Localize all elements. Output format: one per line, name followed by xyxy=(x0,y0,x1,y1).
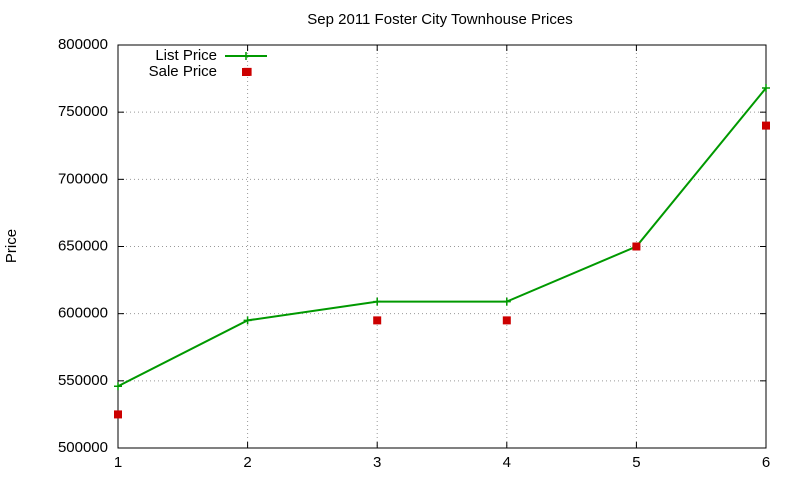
y-tick-label: 750000 xyxy=(58,103,108,120)
legend-marker xyxy=(242,52,250,60)
y-tick-label: 700000 xyxy=(58,170,108,187)
x-tick-label: 2 xyxy=(243,454,251,471)
y-tick-label: 800000 xyxy=(58,36,108,53)
y-axis-label: Price xyxy=(3,229,20,263)
point xyxy=(243,316,252,325)
x-tick-label: 6 xyxy=(762,454,770,471)
chart-title: Sep 2011 Foster City Townhouse Prices xyxy=(307,11,572,28)
point xyxy=(114,382,122,391)
legend-label: List Price xyxy=(155,47,217,64)
x-tick-label: 5 xyxy=(632,454,640,471)
legend-label: Sale Price xyxy=(149,63,217,80)
plot-border xyxy=(117,44,767,449)
y-tick-label: 500000 xyxy=(58,439,108,456)
point xyxy=(502,297,511,306)
x-tick-label: 4 xyxy=(503,454,511,471)
point xyxy=(762,121,770,130)
x-tick-label: 1 xyxy=(114,454,122,471)
y-tick-label: 600000 xyxy=(58,305,108,322)
point xyxy=(502,316,511,325)
series-line xyxy=(117,87,767,388)
point xyxy=(762,83,770,92)
y-tick-label: 550000 xyxy=(58,372,108,389)
legend-marker xyxy=(242,68,250,76)
point xyxy=(373,297,382,306)
point xyxy=(114,410,122,419)
y-tick-label: 650000 xyxy=(58,237,108,254)
x-tick-label: 3 xyxy=(373,454,381,471)
point xyxy=(632,242,641,251)
point xyxy=(373,316,382,325)
